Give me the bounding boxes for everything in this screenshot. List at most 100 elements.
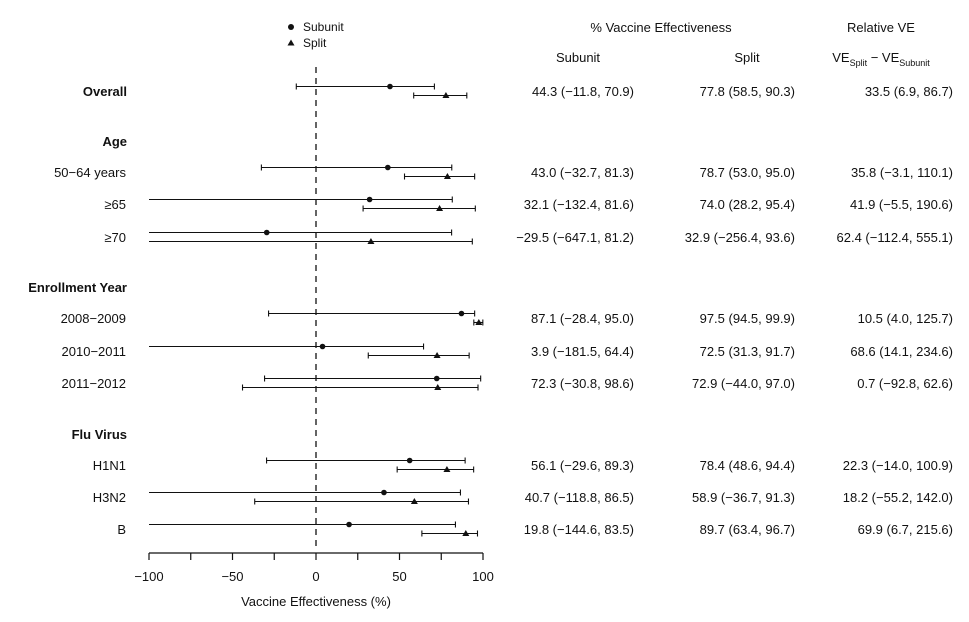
split-point-12	[462, 530, 470, 536]
subunit-point-7	[319, 343, 326, 350]
row-9: Flu Virus	[72, 427, 127, 442]
subunit-ve-value-11: 40.7 (−118.8, 86.5)	[525, 490, 634, 505]
subunit-ve-value-4: −29.5 (−647.1, 81.2)	[516, 230, 634, 245]
relative-ve-value-2: 35.8 (−3.1, 110.1)	[851, 165, 953, 180]
x-tick-label-0: −100	[134, 569, 163, 584]
row-label-2: 50−64 years	[54, 165, 126, 180]
subunit-ve-value-6: 87.1 (−28.4, 95.0)	[531, 311, 634, 326]
subunit-point-4	[263, 229, 270, 236]
split-ve-value-0: 77.8 (58.5, 90.3)	[700, 84, 795, 99]
legend-split-label: Split	[303, 36, 327, 50]
split-column-header: Split	[734, 50, 760, 65]
row-label-9: Flu Virus	[72, 427, 127, 442]
subunit-point-12	[346, 521, 352, 528]
formula-ve-2: VE	[882, 50, 900, 65]
subunit-ve-value-7: 3.9 (−181.5, 64.4)	[531, 344, 634, 359]
split-point-10	[443, 466, 451, 472]
legend-subunit-label: Subunit	[303, 20, 344, 34]
x-tick-label-1: −50	[221, 569, 243, 584]
x-tick-label-2: 0	[312, 569, 319, 584]
split-ve-value-10: 78.4 (48.6, 94.4)	[700, 458, 795, 473]
relative-ve-value-12: 69.9 (6.7, 215.6)	[858, 522, 953, 537]
row-label-0: Overall	[83, 84, 127, 99]
split-ve-value-11: 58.9 (−36.7, 91.3)	[692, 490, 795, 505]
row-label-7: 2010−2011	[62, 344, 126, 359]
split-ve-value-6: 97.5 (94.5, 99.9)	[700, 311, 795, 326]
subunit-point-8	[433, 375, 440, 382]
relative-ve-value-3: 41.9 (−5.5, 190.6)	[850, 197, 953, 212]
row-6: 2008−2009 87.1 (−28.4, 95.0) 97.5 (94.5, 9…	[61, 310, 953, 326]
row-label-4: ≥70	[104, 230, 126, 245]
relative-ve-value-6: 10.5 (4.0, 125.7)	[858, 311, 953, 326]
split-point-2	[443, 173, 451, 179]
row-3: ≥65 32.1 (−132.4, 81.6) 74.0 (28.2, 95.4) 4…	[104, 196, 953, 212]
split-ve-value-12: 89.7 (63.4, 96.7)	[700, 522, 795, 537]
subunit-point-3	[366, 196, 373, 203]
column-headers: % Vaccine Effectiveness Subunit Split Re…	[556, 20, 930, 68]
row-7: 2010−2011 3.9 (−181.5, 64.4) 72.5 (31.3, 9…	[62, 343, 953, 359]
formula-sub-split: Split	[850, 58, 868, 68]
row-label-11: H3N2	[93, 490, 126, 505]
relative-ve-title: Relative VE	[847, 20, 915, 35]
relative-ve-value-11: 18.2 (−55.2, 142.0)	[843, 490, 953, 505]
relative-ve-value-4: 62.4 (−112.4, 555.1)	[837, 230, 954, 245]
split-ve-value-4: 32.9 (−256.4, 93.6)	[685, 230, 795, 245]
split-ve-value-7: 72.5 (31.3, 91.7)	[700, 344, 795, 359]
legend-split-marker	[287, 39, 295, 46]
subunit-ve-value-10: 56.1 (−29.6, 89.3)	[531, 458, 634, 473]
split-point-7	[433, 352, 441, 358]
x-tick-label-4: 100	[472, 569, 494, 584]
split-point-3	[436, 205, 444, 211]
split-ve-value-2: 78.7 (53.0, 95.0)	[700, 165, 795, 180]
split-point-4	[367, 238, 375, 244]
relative-ve-formula: VESplit − VESubunit	[832, 50, 930, 68]
subunit-ve-value-3: 32.1 (−132.4, 81.6)	[524, 197, 634, 212]
row-0: Overall 44.3 (−11.8, 70.9) 77.8 (58.5, 90.…	[83, 83, 953, 99]
row-1: Age	[102, 134, 127, 149]
split-point-6	[475, 319, 483, 325]
x-axis-label: Vaccine Effectiveness (%)	[241, 594, 391, 609]
subunit-ve-value-2: 43.0 (−32.7, 81.3)	[531, 165, 634, 180]
effectiveness-group-title: % Vaccine Effectiveness	[590, 20, 732, 35]
x-tick-label-3: 50	[392, 569, 406, 584]
row-label-10: H1N1	[93, 458, 126, 473]
row-label-6: 2008−2009	[61, 311, 126, 326]
subunit-point-0	[387, 83, 393, 90]
relative-ve-value-10: 22.3 (−14.0, 100.9)	[843, 458, 953, 473]
split-ve-value-3: 74.0 (28.2, 95.4)	[700, 197, 795, 212]
relative-ve-value-7: 68.6 (14.1, 234.6)	[850, 344, 953, 359]
row-4: ≥70 −29.5 (−647.1, 81.2) 32.9 (−256.4, 93.…	[104, 229, 954, 245]
row-12: B 19.8 (−144.6, 83.5) 89.7 (63.4, 96.7) 69.…	[117, 521, 953, 537]
row-2: 50−64 years 43.0 (−32.7, 81.3) 78.7 (53.0,…	[54, 164, 953, 180]
forest-rows: Overall 44.3 (−11.8, 70.9) 77.8 (58.5, 90.…	[28, 83, 954, 537]
split-point-0	[442, 92, 450, 98]
formula-sub-subunit: Subunit	[899, 58, 930, 68]
legend: Subunit Split	[287, 20, 344, 50]
relative-ve-value-0: 33.5 (6.9, 86.7)	[865, 84, 953, 99]
row-label-1: Age	[102, 134, 127, 149]
row-11: H3N2 40.7 (−118.8, 86.5) 58.9 (−36.7, 91.3…	[93, 489, 953, 505]
row-label-5: Enrollment Year	[28, 280, 127, 295]
split-point-11	[410, 498, 418, 504]
row-5: Enrollment Year	[28, 280, 127, 295]
split-point-8	[434, 384, 442, 390]
legend-subunit-marker	[288, 24, 294, 30]
row-label-8: 2011−2012	[62, 376, 126, 391]
subunit-ve-value-0: 44.3 (−11.8, 70.9)	[532, 84, 634, 99]
row-label-12: B	[117, 522, 126, 537]
formula-ve-1: VE	[832, 50, 850, 65]
formula-minus: −	[867, 50, 882, 65]
subunit-point-10	[406, 457, 413, 464]
relative-ve-value-8: 0.7 (−92.8, 62.6)	[857, 376, 953, 391]
row-label-3: ≥65	[104, 197, 126, 212]
row-10: H1N1 56.1 (−29.6, 89.3) 78.4 (48.6, 94.4) 2…	[93, 457, 953, 473]
x-axis: −100 −50 0 50 100	[134, 552, 494, 584]
split-ve-value-8: 72.9 (−44.0, 97.0)	[692, 376, 795, 391]
subunit-point-11	[381, 489, 387, 496]
row-8: 2011−2012 72.3 (−30.8, 98.6) 72.9 (−44.0, …	[62, 375, 953, 391]
subunit-column-header: Subunit	[556, 50, 600, 65]
subunit-ve-value-12: 19.8 (−144.6, 83.5)	[524, 522, 634, 537]
subunit-point-2	[385, 164, 391, 171]
subunit-ve-value-8: 72.3 (−30.8, 98.6)	[531, 376, 634, 391]
